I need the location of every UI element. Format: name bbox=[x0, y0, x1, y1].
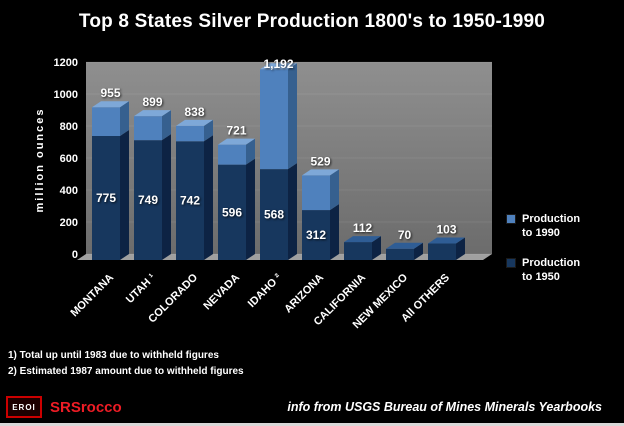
legend: Production to 1990 Production to 1950 bbox=[506, 212, 606, 300]
legend-swatch-production-to-1990 bbox=[506, 214, 516, 224]
bar-all-others: 103 bbox=[428, 223, 465, 260]
bar-side-face bbox=[288, 63, 297, 170]
bar-segment-1950 bbox=[302, 210, 330, 260]
bar-total-label: 721 bbox=[226, 124, 246, 138]
y-tick-label: 0 bbox=[72, 249, 78, 261]
bar-total-label: 1,192 bbox=[263, 57, 293, 71]
bar-top-face bbox=[344, 236, 381, 243]
bar-colorado: 838 742 bbox=[176, 105, 213, 260]
y-tick-label: 1000 bbox=[54, 89, 78, 101]
bar-segment-1990 bbox=[302, 175, 330, 211]
bar-side-face bbox=[162, 110, 171, 141]
bar-segment-1990 bbox=[92, 107, 120, 136]
x-axis-label: NEW MEXICO bbox=[351, 271, 411, 331]
bar-segment-1990 bbox=[134, 116, 162, 141]
bar-inner-label: 568 bbox=[264, 208, 284, 222]
bar-side-face bbox=[246, 138, 255, 165]
bar-segment-1950 bbox=[260, 169, 288, 260]
bar-side-face bbox=[246, 158, 255, 260]
x-axis-label: IDAHO ² bbox=[246, 271, 285, 310]
bar-top-face bbox=[134, 110, 171, 117]
bar-total-label: 529 bbox=[310, 154, 330, 168]
bar-side-face bbox=[162, 134, 171, 260]
x-axis-label: MONTANA bbox=[68, 272, 116, 320]
bar-arizona: 529 312 bbox=[302, 154, 339, 260]
bar-inner-label: 742 bbox=[180, 194, 200, 208]
bar-inner-label: 596 bbox=[222, 205, 242, 219]
bar-side-face bbox=[120, 130, 129, 260]
legend-label-production-to-1990: Production to 1990 bbox=[522, 213, 581, 239]
legend-item-production-to-1990: Production to 1990 bbox=[506, 212, 606, 240]
footer: EROI SRSrocco info from USGS Bureau of M… bbox=[0, 391, 624, 423]
bar-side-face bbox=[120, 101, 129, 136]
bar-new-mexico: 70 bbox=[386, 228, 423, 260]
bar-nevada: 721 596 bbox=[218, 124, 255, 260]
y-tick-label: 200 bbox=[60, 217, 78, 229]
eroi-logo: EROI bbox=[6, 396, 42, 418]
bar-montana: 955 775 bbox=[92, 86, 129, 260]
y-tick-label: 600 bbox=[60, 153, 78, 165]
bar-side-face bbox=[414, 242, 423, 260]
bar-total-label: 838 bbox=[184, 105, 204, 119]
x-axis-label: CALIFORNIA bbox=[312, 272, 368, 328]
footnote-1: 1) Total up until 1983 due to withheld f… bbox=[8, 350, 219, 361]
bar-total-label: 70 bbox=[398, 228, 412, 242]
x-axis-label: COLORADO bbox=[146, 271, 200, 325]
bar-total-label: 103 bbox=[436, 223, 456, 237]
bar-top-face bbox=[302, 169, 339, 176]
bar-side-face bbox=[330, 169, 339, 211]
bar-total-label: 112 bbox=[353, 221, 373, 235]
chart-canvas: 0 200 400 600 800 1000 1200 955 775 MONTANA 899 749… bbox=[54, 57, 492, 331]
bar-segment-1950 bbox=[134, 140, 162, 260]
bar-total-label: 899 bbox=[142, 95, 162, 109]
y-axis-title: million ounces bbox=[34, 107, 46, 213]
source-credit: info from USGS Bureau of Mines Minerals … bbox=[287, 400, 602, 414]
y-tick-label: 400 bbox=[60, 185, 78, 197]
legend-item-production-to-1950: Production to 1950 bbox=[506, 256, 606, 284]
bar-side-face bbox=[456, 237, 465, 260]
bar-segment-1950 bbox=[428, 243, 456, 260]
plot-back-wall bbox=[86, 62, 492, 254]
bar-top-face bbox=[386, 242, 423, 249]
bar-top-face bbox=[92, 101, 129, 108]
bar-side-face bbox=[204, 119, 213, 142]
legend-swatch-production-to-1950 bbox=[506, 258, 516, 268]
chart-title: Top 8 States Silver Production 1800's to… bbox=[78, 11, 546, 32]
bar-side-face bbox=[372, 236, 381, 260]
srsrocco-logo-text: SRSrocco bbox=[50, 398, 122, 416]
bar-utah: 899 749 bbox=[134, 95, 171, 260]
x-axis-label: All OTHERS bbox=[399, 272, 452, 325]
x-axis-label: UTAH ¹ bbox=[124, 271, 159, 306]
y-tick-label: 1200 bbox=[54, 57, 78, 69]
bar-total-label: 955 bbox=[100, 86, 120, 100]
footnote-2: 2) Estimated 1987 amount due to withheld… bbox=[8, 366, 244, 377]
bar-segment-1950 bbox=[386, 248, 414, 260]
bar-top-face bbox=[176, 119, 213, 126]
bar-inner-label: 775 bbox=[96, 191, 116, 205]
plot-floor bbox=[77, 254, 492, 260]
x-axis-label: ARIZONA bbox=[282, 272, 326, 316]
bar-idaho: 1,192 568 bbox=[260, 57, 297, 260]
bar-segment-1990 bbox=[218, 144, 246, 165]
bar-top-face bbox=[260, 63, 297, 70]
bar-inner-label: 749 bbox=[138, 193, 158, 207]
bar-inner-label: 312 bbox=[306, 228, 326, 242]
bar-side-face bbox=[288, 163, 297, 260]
bar-segment-1950 bbox=[176, 141, 204, 260]
bar-segment-1950 bbox=[344, 242, 372, 260]
bar-segment-1950 bbox=[92, 136, 120, 260]
x-axis-label: NEVADA bbox=[201, 272, 242, 313]
bar-side-face bbox=[204, 135, 213, 260]
bar-segment-1990 bbox=[176, 125, 204, 142]
bar-top-face bbox=[428, 237, 465, 244]
bar-california: 112 bbox=[344, 221, 381, 260]
y-tick-label: 800 bbox=[60, 121, 78, 133]
bar-side-face bbox=[330, 204, 339, 260]
bar-top-face bbox=[218, 138, 255, 145]
legend-label-production-to-1950: Production to 1950 bbox=[522, 257, 581, 283]
footnotes: 1) Total up until 1983 due to withheld f… bbox=[8, 348, 244, 380]
bar-segment-1990 bbox=[260, 69, 288, 170]
bar-segment-1950 bbox=[218, 164, 246, 260]
